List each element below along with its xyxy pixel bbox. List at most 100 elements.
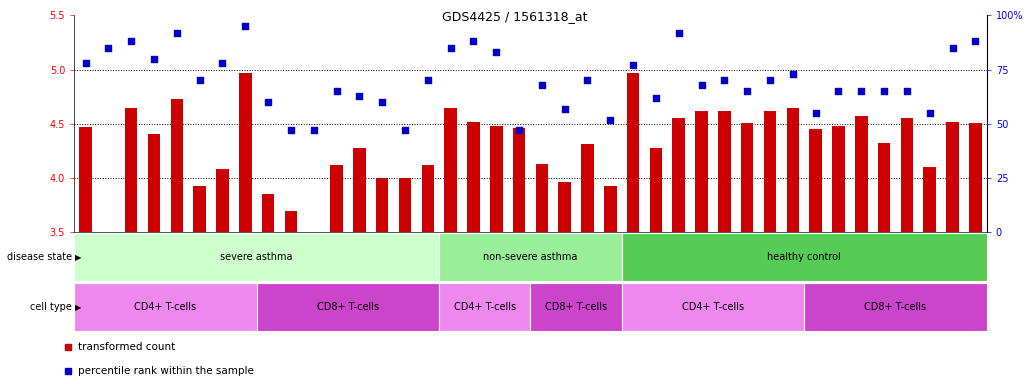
Bar <box>331 165 343 232</box>
Bar <box>353 148 366 232</box>
Point <box>329 88 345 94</box>
Point <box>488 49 505 55</box>
Point <box>556 106 573 112</box>
Point <box>466 38 482 45</box>
Bar <box>468 122 480 232</box>
Text: transformed count: transformed count <box>78 342 175 352</box>
Text: disease state: disease state <box>7 252 72 262</box>
Bar <box>878 143 890 232</box>
Text: ▶: ▶ <box>75 303 81 312</box>
Bar <box>490 126 503 232</box>
Text: CD4+ T-cells: CD4+ T-cells <box>682 302 744 312</box>
Text: CD4+ T-cells: CD4+ T-cells <box>454 302 516 312</box>
Bar <box>900 118 914 232</box>
Point <box>785 71 801 77</box>
Point <box>192 78 208 84</box>
Bar <box>622 233 987 281</box>
Bar <box>718 111 730 232</box>
Bar <box>673 118 685 232</box>
Bar <box>627 73 640 232</box>
Point <box>876 88 892 94</box>
Bar <box>558 182 571 232</box>
Bar <box>399 178 411 232</box>
Point <box>351 93 368 99</box>
Bar <box>622 283 804 331</box>
Point <box>967 38 984 45</box>
Bar <box>439 283 530 331</box>
Point <box>169 30 185 36</box>
Bar <box>239 73 251 232</box>
Text: GDS4425 / 1561318_at: GDS4425 / 1561318_at <box>442 10 588 23</box>
Bar <box>604 186 617 232</box>
Bar <box>581 144 593 232</box>
Point <box>511 127 527 133</box>
Bar <box>256 283 439 331</box>
Bar <box>530 283 622 331</box>
Point <box>830 88 847 94</box>
Point <box>282 127 299 133</box>
Text: severe asthma: severe asthma <box>220 252 293 262</box>
Point <box>146 56 163 62</box>
Bar <box>855 116 867 232</box>
Bar <box>147 134 161 232</box>
Bar <box>924 167 936 232</box>
Bar <box>513 128 525 232</box>
Text: healthy control: healthy control <box>767 252 842 262</box>
Text: CD8+ T-cells: CD8+ T-cells <box>545 302 607 312</box>
Point <box>123 38 139 45</box>
Bar <box>216 169 229 232</box>
Bar <box>536 164 548 232</box>
Point <box>898 88 915 94</box>
Bar <box>763 111 777 232</box>
Text: CD8+ T-cells: CD8+ T-cells <box>864 302 927 312</box>
Point <box>693 82 710 88</box>
Bar <box>804 283 987 331</box>
Point <box>625 62 642 68</box>
Text: ▶: ▶ <box>75 253 81 262</box>
Bar <box>695 111 708 232</box>
Point <box>397 127 413 133</box>
Point <box>648 95 664 101</box>
Bar <box>194 186 206 232</box>
Bar <box>421 165 434 232</box>
Point <box>534 82 550 88</box>
Text: percentile rank within the sample: percentile rank within the sample <box>78 366 254 376</box>
Point <box>237 23 253 29</box>
Bar <box>787 108 799 232</box>
Bar <box>284 210 298 232</box>
Bar <box>810 129 822 232</box>
Point <box>374 99 390 105</box>
Bar <box>74 233 439 281</box>
Bar <box>125 108 137 232</box>
Bar <box>262 194 274 232</box>
Bar <box>439 233 622 281</box>
Point <box>739 88 755 94</box>
Bar <box>741 123 754 232</box>
Point <box>808 110 824 116</box>
Point <box>306 127 322 133</box>
Point <box>100 45 116 51</box>
Point <box>716 78 732 84</box>
Point <box>442 45 458 51</box>
Point <box>260 99 276 105</box>
Bar <box>444 108 457 232</box>
Bar <box>171 99 183 232</box>
Bar <box>947 122 959 232</box>
Text: CD8+ T-cells: CD8+ T-cells <box>317 302 379 312</box>
Point <box>853 88 869 94</box>
Point <box>419 78 436 84</box>
Point <box>945 45 961 51</box>
Point <box>579 78 595 84</box>
Text: cell type: cell type <box>30 302 72 312</box>
Point <box>603 116 619 122</box>
Point <box>77 60 94 66</box>
Point <box>762 78 779 84</box>
Bar <box>969 123 982 232</box>
Bar <box>376 178 388 232</box>
Text: CD4+ T-cells: CD4+ T-cells <box>134 302 197 312</box>
Bar <box>74 283 256 331</box>
Bar <box>832 126 845 232</box>
Point <box>214 60 231 66</box>
Point <box>922 110 938 116</box>
Point <box>671 30 687 36</box>
